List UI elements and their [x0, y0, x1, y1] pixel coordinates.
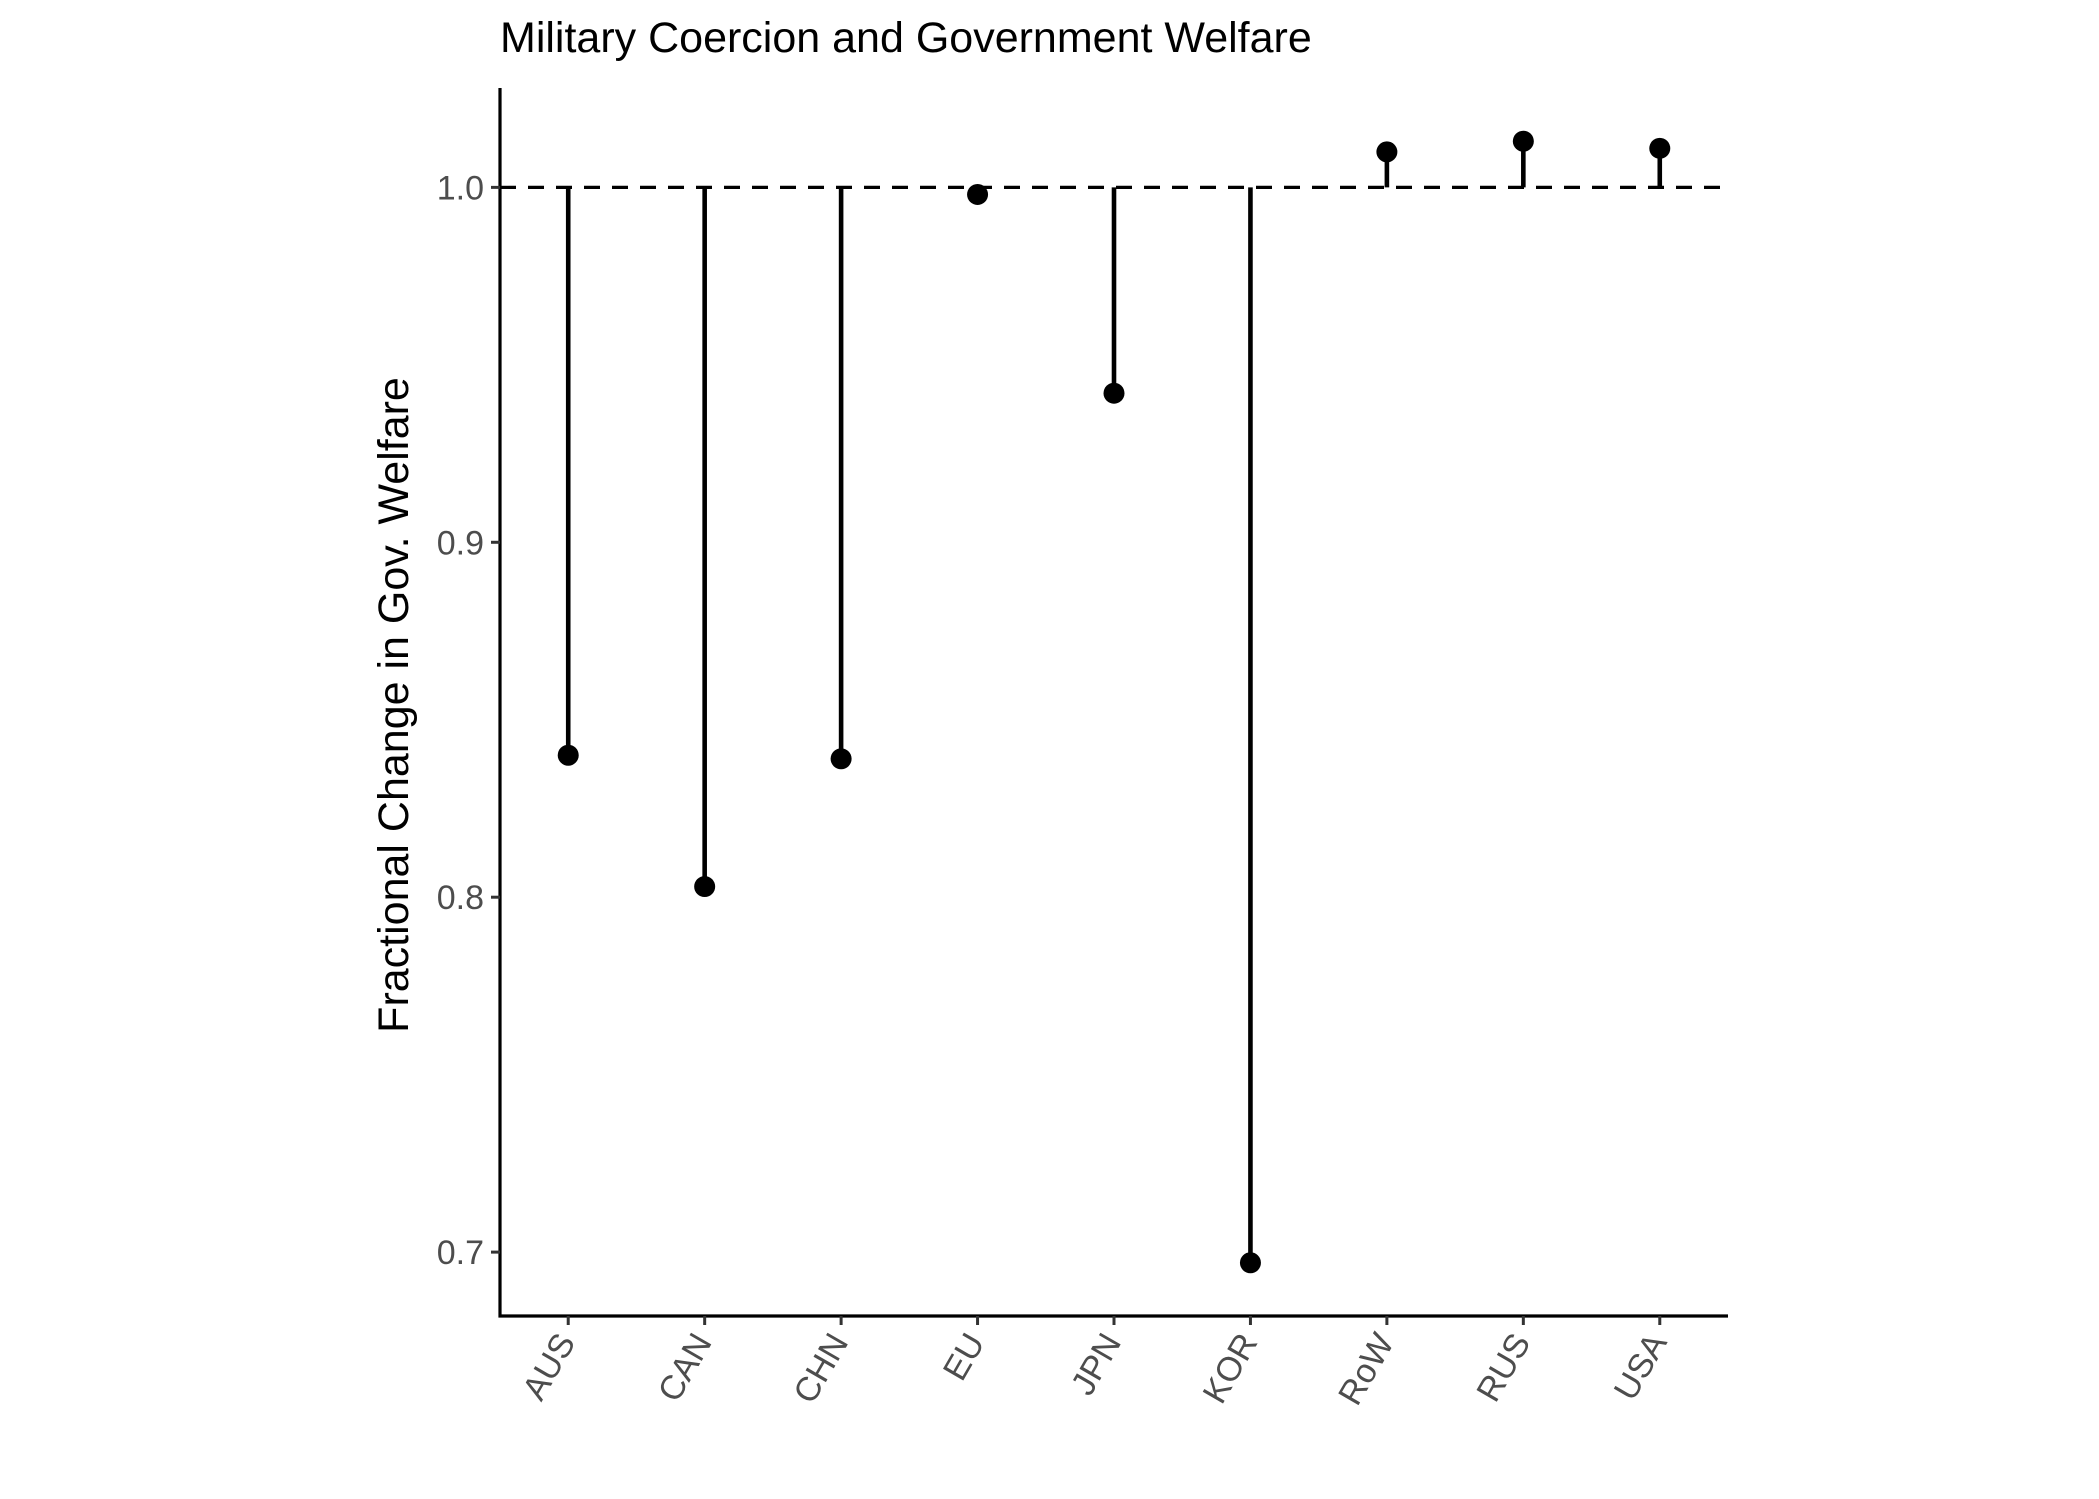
x-tick-label-rus: RUS [1469, 1327, 1538, 1408]
y-tick-label: 1.0 [437, 169, 484, 207]
point-jpn [1103, 382, 1125, 404]
y-axis-title: Fractional Change in Gov. Welfare [370, 377, 418, 1033]
x-tick-label-can: CAN [651, 1327, 720, 1408]
x-tick-label-aus: AUS [515, 1327, 583, 1407]
y-tick-label: 0.7 [437, 1234, 484, 1272]
point-rus [1512, 130, 1534, 152]
chart-title: Military Coercion and Government Welfare [500, 14, 1312, 62]
point-chn [830, 748, 852, 770]
point-kor [1239, 1252, 1261, 1274]
plot-area: 0.7 0.8 0.9 1.0 AUS CAN CHN EU JPN KOR RoW RUS USA [437, 88, 1728, 1411]
x-tick-label-chn: CHN [786, 1327, 856, 1410]
point-usa [1649, 137, 1671, 159]
y-tick-label: 0.8 [437, 879, 484, 917]
x-tick-label-jpn: JPN [1064, 1327, 1129, 1402]
point-row [1376, 141, 1398, 163]
point-can [694, 876, 716, 898]
point-eu [967, 183, 989, 205]
x-tick-label-kor: KOR [1196, 1327, 1266, 1410]
y-tick-label: 0.9 [437, 524, 484, 562]
x-tick-label-usa: USA [1607, 1327, 1675, 1407]
x-tick-label-row: RoW [1331, 1327, 1402, 1411]
x-tick-label-eu: EU [936, 1327, 993, 1387]
point-aus [557, 744, 579, 766]
